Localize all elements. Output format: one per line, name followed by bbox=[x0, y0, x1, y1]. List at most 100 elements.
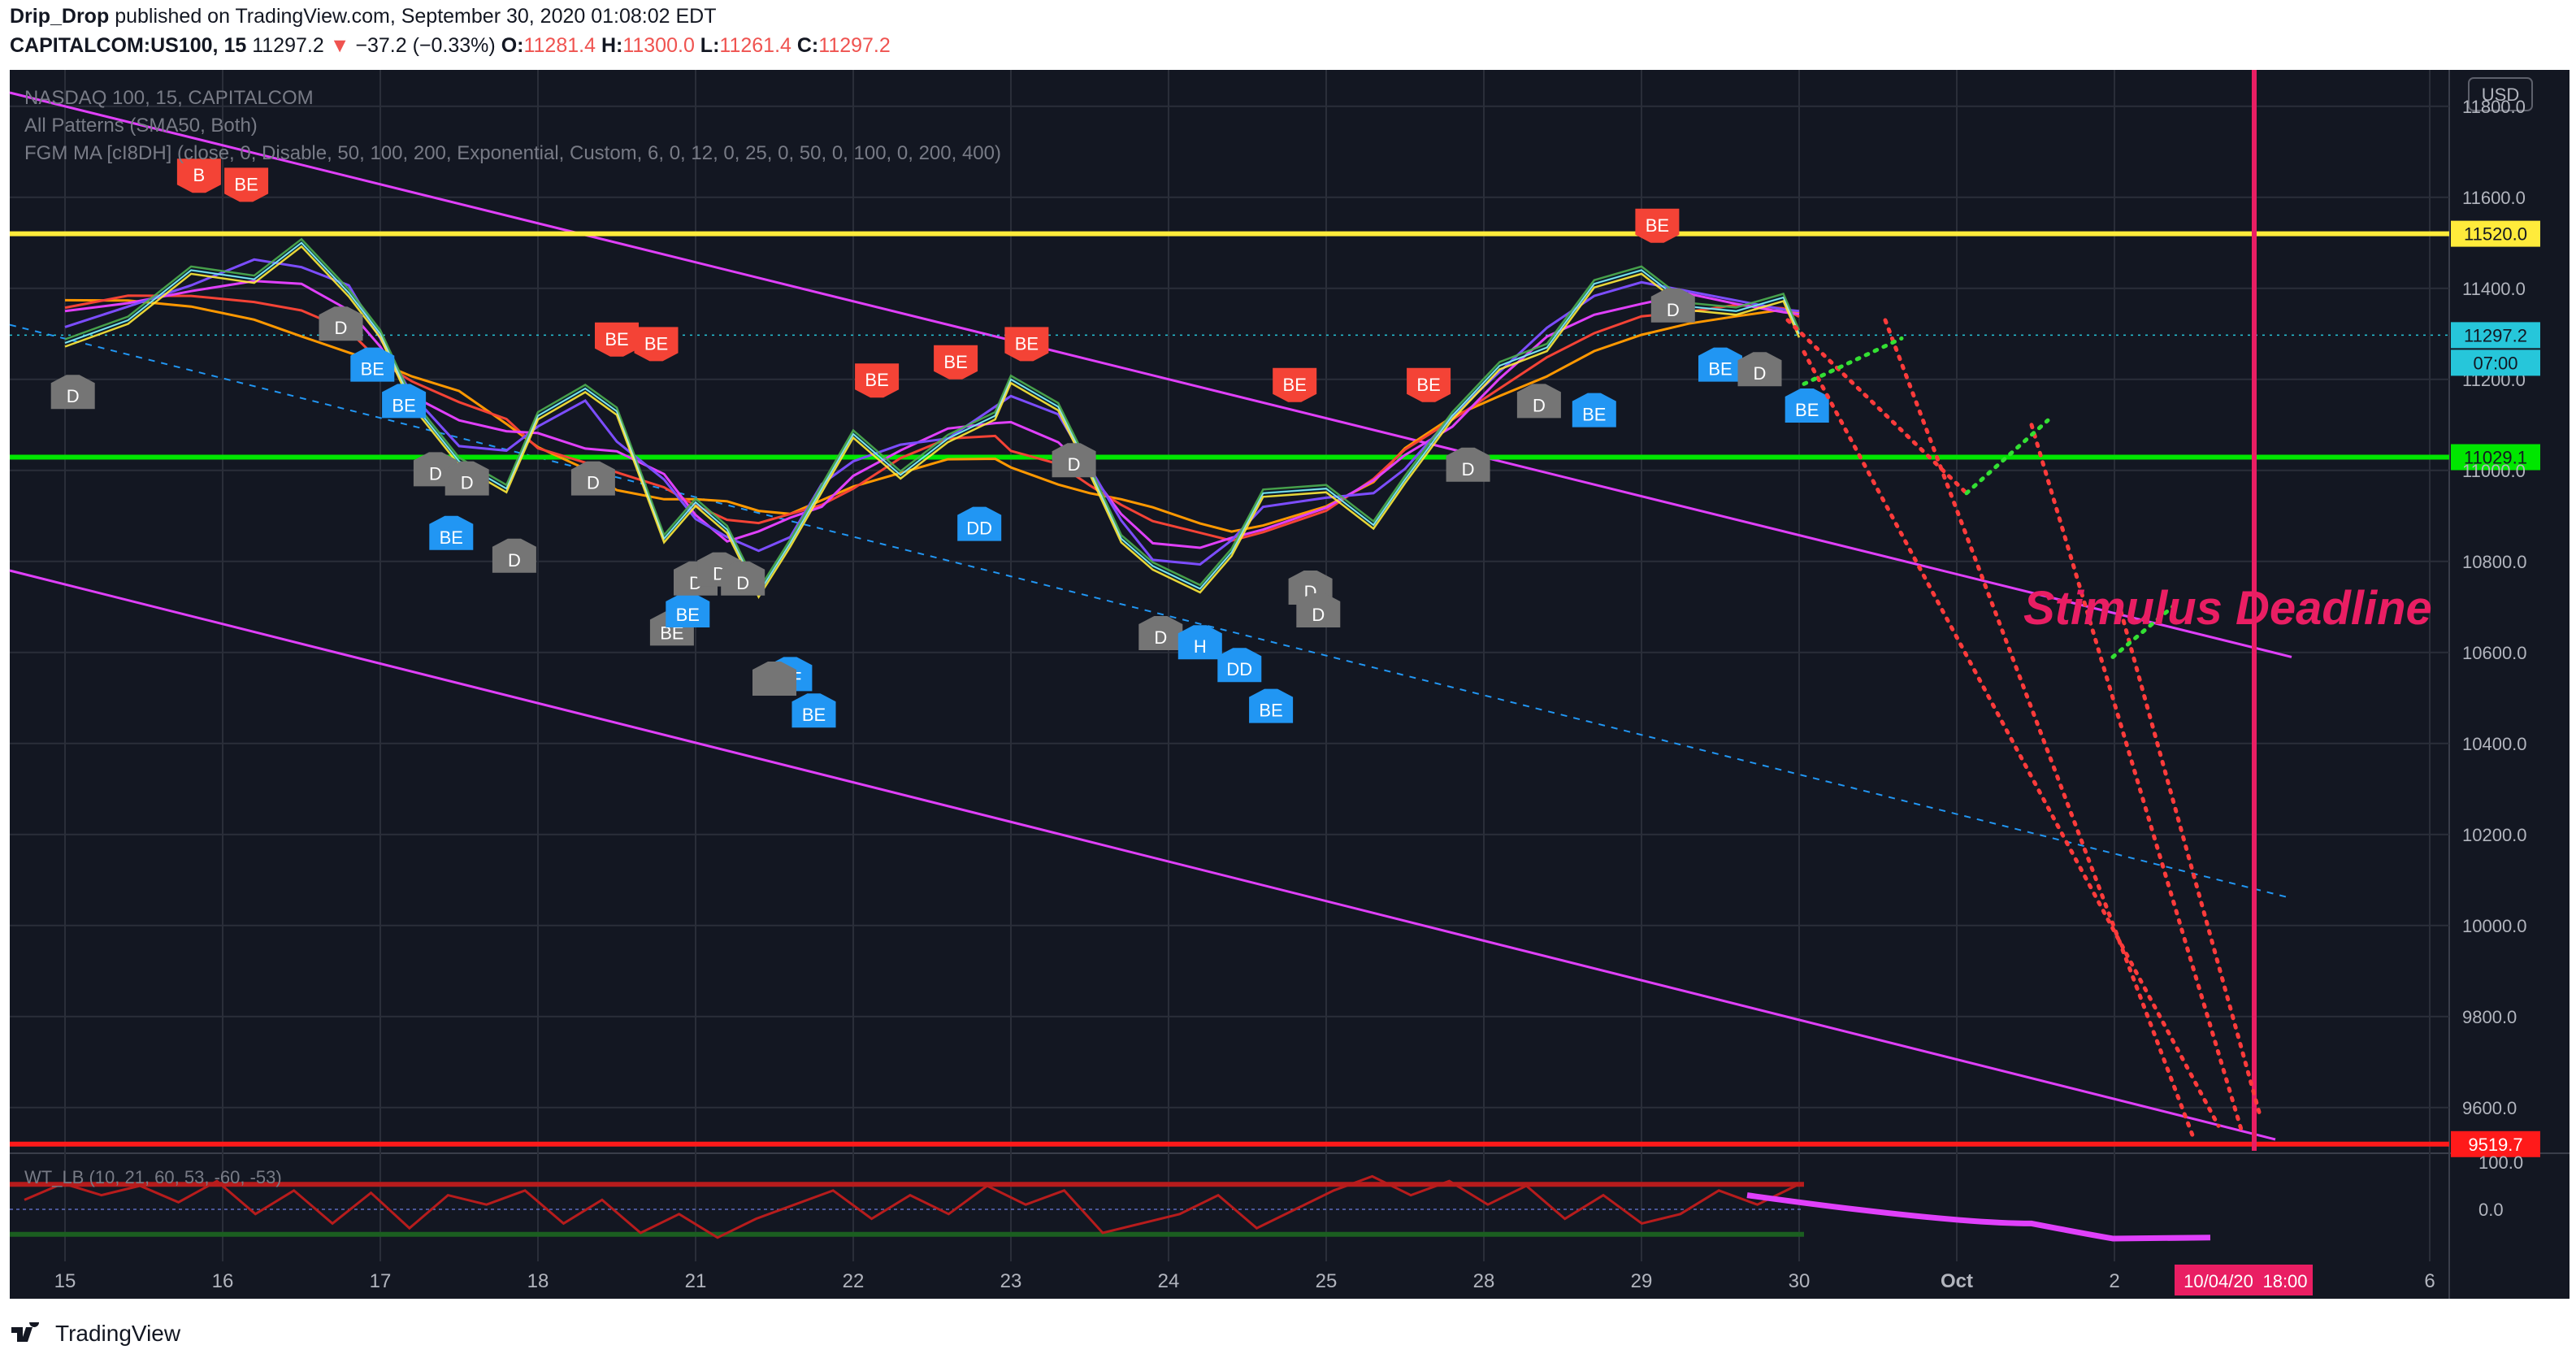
pattern-label: D bbox=[335, 318, 348, 338]
pattern-marker bbox=[595, 322, 639, 357]
price-axis-background bbox=[2449, 70, 2569, 1299]
x-tick-label: 18 bbox=[527, 1270, 549, 1292]
level-tag-support bbox=[2451, 444, 2540, 471]
brand-name[interactable]: TradingView bbox=[55, 1321, 181, 1346]
deadline-time-label: 18:00 bbox=[2262, 1271, 2307, 1291]
pattern-marker bbox=[1249, 688, 1294, 723]
pattern-label: H bbox=[1194, 636, 1207, 657]
y-tick-label: 10400.0 bbox=[2462, 734, 2527, 754]
pattern-marker bbox=[1052, 443, 1096, 478]
x-tick-label: 6 bbox=[2424, 1270, 2435, 1292]
pattern-marker bbox=[1296, 593, 1341, 627]
x-tick-label: 28 bbox=[1473, 1270, 1495, 1292]
y-tick-label: 10000.0 bbox=[2462, 916, 2527, 936]
high-value: 11300.0 bbox=[622, 34, 695, 57]
pattern-marker bbox=[176, 158, 221, 193]
symbol-label: CAPITALCOM:US100, 15 bbox=[10, 34, 247, 57]
pattern-marker bbox=[1273, 367, 1317, 402]
pattern-label: BE bbox=[440, 527, 463, 548]
pattern-label: BE bbox=[1646, 215, 1669, 236]
pattern-label: D bbox=[429, 463, 442, 484]
pattern-marker bbox=[721, 561, 765, 596]
author-name[interactable]: Drip_Drop bbox=[10, 5, 110, 28]
x-tick-label: 15 bbox=[54, 1270, 76, 1292]
pattern-marker bbox=[429, 515, 474, 550]
projection-dotted-red bbox=[1883, 318, 2197, 1142]
time-axis-background bbox=[10, 1261, 2569, 1299]
pattern-marker bbox=[1516, 384, 1561, 419]
x-tick-label: 24 bbox=[1158, 1270, 1180, 1292]
pattern-label: D bbox=[1154, 627, 1167, 648]
pattern-marker bbox=[1635, 208, 1680, 243]
pattern-marker bbox=[1177, 625, 1222, 660]
x-tick-label: 16 bbox=[212, 1270, 234, 1292]
x-tick-label: 25 bbox=[1316, 1270, 1338, 1292]
y-tick-label: 9600.0 bbox=[2462, 1098, 2517, 1118]
currency-label: USD bbox=[2482, 85, 2519, 105]
down-arrow-icon: ▼ bbox=[329, 34, 350, 57]
pattern-label: BE bbox=[1416, 375, 1440, 395]
pattern-marker bbox=[1004, 327, 1049, 362]
osc-tick-label: 0.0 bbox=[2478, 1200, 2504, 1220]
footer: TradingView bbox=[10, 1321, 180, 1347]
pattern-marker bbox=[1572, 393, 1616, 427]
stimulus-deadline-annotation: Stimulus Deadline bbox=[2023, 582, 2432, 635]
x-tick-label: 21 bbox=[685, 1270, 707, 1292]
pattern-label: BE bbox=[1795, 400, 1819, 420]
pattern-marker bbox=[1446, 447, 1490, 482]
level-tag-resistance bbox=[2451, 220, 2540, 247]
pattern-label: D bbox=[1068, 454, 1081, 475]
pattern-label: BE bbox=[392, 395, 415, 415]
pattern-marker bbox=[666, 593, 710, 627]
pattern-label: B bbox=[193, 165, 206, 185]
y-tick-label: 10200.0 bbox=[2462, 825, 2527, 845]
countdown-label: 07:00 bbox=[2473, 353, 2517, 373]
pattern-label: D bbox=[1533, 395, 1546, 415]
pattern-label: BE bbox=[1015, 333, 1039, 354]
pattern-label: BE bbox=[676, 605, 700, 625]
pattern-label: D bbox=[1462, 459, 1475, 480]
low-value: 11261.4 bbox=[719, 34, 791, 57]
pattern-label: D bbox=[736, 573, 749, 593]
pattern-marker bbox=[1138, 616, 1183, 650]
pattern-marker bbox=[382, 384, 427, 419]
x-tick-label: Oct bbox=[1941, 1270, 1973, 1292]
pattern-marker bbox=[957, 506, 1002, 541]
pattern-marker bbox=[350, 347, 395, 382]
projection-dotted-green bbox=[1802, 336, 1904, 386]
pattern-label: BE bbox=[234, 174, 258, 194]
high-label: H: bbox=[601, 34, 623, 57]
pattern-label: BE bbox=[1708, 359, 1732, 380]
pattern-marker bbox=[934, 345, 978, 380]
pattern-marker bbox=[492, 538, 536, 573]
pattern-label: BE bbox=[865, 370, 888, 390]
tradingview-logo-icon bbox=[11, 1322, 39, 1342]
pattern-label: BE bbox=[605, 329, 628, 349]
open-value: 11281.4 bbox=[523, 34, 596, 57]
x-tick-label: 2 bbox=[2109, 1270, 2119, 1292]
level-tag-target bbox=[2451, 1130, 2540, 1157]
projection-dotted-green bbox=[2110, 600, 2180, 659]
y-tick-label: 11800.0 bbox=[2462, 97, 2526, 117]
x-tick-label: 17 bbox=[370, 1270, 392, 1292]
pattern-label: D bbox=[1754, 363, 1767, 384]
pattern-label: BE bbox=[1283, 375, 1307, 395]
publish-text: published on TradingView.com, September … bbox=[115, 5, 717, 28]
pattern-marker bbox=[224, 167, 269, 202]
oscillator-background bbox=[10, 1165, 2449, 1261]
level-label-resistance: 11520.0 bbox=[2464, 224, 2527, 245]
pattern-label: D bbox=[1312, 605, 1325, 625]
pattern-marker bbox=[1698, 347, 1742, 382]
pattern-marker bbox=[634, 327, 679, 362]
last-price-tag bbox=[2451, 322, 2540, 349]
symbol-info: CAPITALCOM:US100, 15 11297.2 ▼ −37.2 (−0… bbox=[10, 34, 891, 58]
pattern-marker bbox=[50, 375, 95, 410]
countdown-tag bbox=[2451, 349, 2540, 376]
deadline-date-tag bbox=[2175, 1265, 2313, 1295]
pattern-marker bbox=[445, 461, 489, 496]
moving-average-line bbox=[64, 298, 1800, 533]
close-value: 11297.2 bbox=[818, 34, 891, 57]
pattern-label: D bbox=[461, 473, 474, 493]
pattern-marker bbox=[570, 461, 615, 496]
